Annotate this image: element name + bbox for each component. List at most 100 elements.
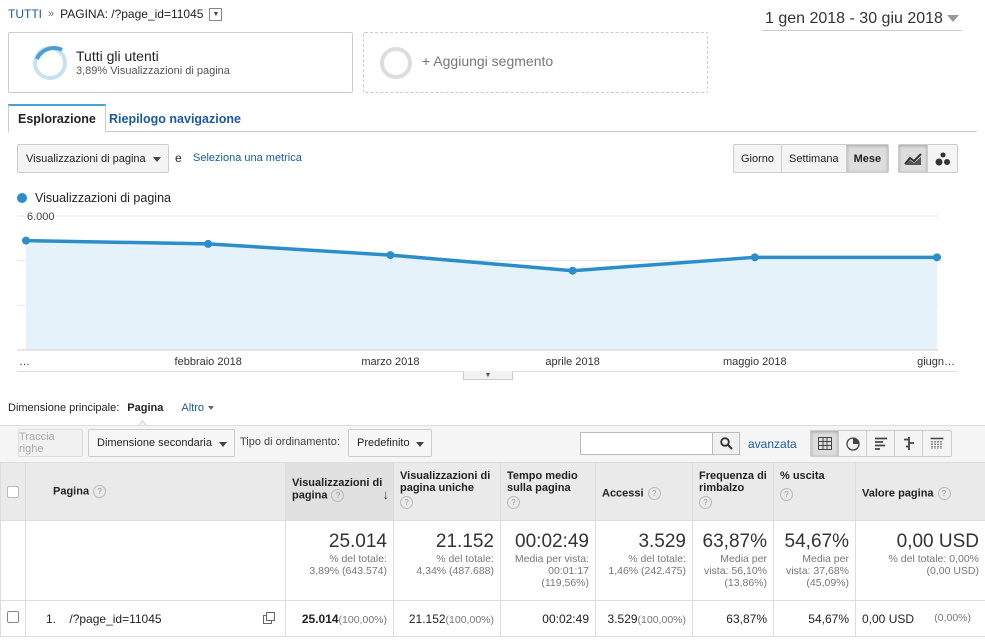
row-pageviews-value: 25.014	[301, 611, 339, 626]
row-checkbox[interactable]	[7, 611, 19, 623]
help-icon[interactable]: ?	[699, 496, 712, 509]
data-point	[750, 253, 759, 262]
row-pageviews: 25.014(100,00%)	[285, 600, 394, 637]
header-unique-pageviews[interactable]: Visualizzazioni di pagina uniche?	[393, 462, 501, 521]
caret-down-icon	[207, 406, 214, 411]
header-exit-rate[interactable]: % uscita?	[773, 462, 856, 521]
header-pageviews[interactable]: Visualizzazioni di pagina? ↓	[285, 462, 394, 521]
dimension-other-label: Altro	[181, 402, 204, 414]
pie-view-icon[interactable]	[839, 431, 867, 456]
select-all-cell	[0, 462, 26, 521]
header-page-label: Pagina	[53, 485, 90, 498]
breadcrumb-root-link[interactable]: TUTTI	[8, 7, 42, 21]
segment-all-users[interactable]: Tutti gli utenti 3,89% Visualizzazioni d…	[8, 32, 353, 93]
segment-ring-icon	[33, 46, 67, 80]
date-range-picker[interactable]: 1 gen 2018 - 30 giu 2018	[762, 7, 962, 31]
help-icon[interactable]: ?	[93, 485, 107, 498]
chart-resize-handle[interactable]: ▼	[463, 371, 513, 380]
breadcrumb-dropdown-icon[interactable]: ▼	[209, 7, 223, 21]
tab-esplorazione[interactable]: Esplorazione	[8, 104, 106, 133]
chart-legend: Visualizzazioni di pagina	[17, 191, 171, 205]
week-button[interactable]: Settimana	[782, 145, 847, 172]
select-all-checkbox[interactable]	[7, 486, 19, 498]
total-time: 00:02:49 Media per vista: 00:01:17 (119,…	[500, 520, 596, 601]
sort-desc-icon: ↓	[382, 487, 390, 502]
total-bounce: 63,87% Media per vista: 56,10% (13,86%)	[692, 520, 774, 601]
tab-riepilogo-navigazione[interactable]: Riepilogo navigazione	[109, 111, 241, 126]
total-bounce-sub3: (13,86%)	[724, 577, 767, 589]
select-metric-link[interactable]: Seleziona una metrica	[193, 152, 302, 164]
total-value-value: 0,00 USD	[896, 531, 979, 552]
legend-dot	[17, 193, 27, 203]
total-value-sub2: (0,00 USD)	[926, 565, 979, 577]
help-icon[interactable]: ?	[507, 496, 520, 509]
metric-select-value: Visualizzazioni di pagina	[26, 152, 146, 165]
row-page-cell: 1. /?page_id=11045	[25, 600, 286, 637]
dropdown-arrow-icon	[153, 157, 161, 162]
open-page-icon[interactable]	[263, 612, 275, 627]
advanced-filter-link[interactable]: avanzata	[748, 437, 797, 451]
series-area	[26, 240, 937, 350]
row-value: 0,00 USD (0,00%)	[855, 600, 985, 637]
chart-type-buttons	[898, 144, 958, 173]
performance-view-icon[interactable]	[867, 431, 895, 456]
help-icon[interactable]: ?	[780, 488, 793, 501]
comparison-view-icon[interactable]	[895, 431, 923, 456]
line-chart-icon[interactable]	[899, 145, 928, 172]
chevron-down-icon	[947, 15, 959, 22]
x-tick-label: maggio 2018	[723, 356, 787, 368]
row-pageviews-pct: (100,00%)	[338, 613, 387, 626]
secondary-dimension-label: Dimensione secondaria	[97, 437, 212, 449]
search-icon[interactable]	[712, 433, 739, 454]
total-unique-sub2: 4,34% (487.688)	[416, 565, 494, 577]
sort-type-label: Tipo di ordinamento:	[240, 436, 340, 448]
table-search	[580, 432, 740, 455]
breadcrumb-separator: »	[48, 8, 55, 20]
total-unique: 21.152 % del totale: 4,34% (487.688)	[393, 520, 501, 601]
pivot-view-icon[interactable]	[923, 431, 951, 456]
help-icon[interactable]: ?	[400, 496, 413, 509]
header-entrances-label: Accessi	[602, 487, 644, 500]
total-unique-value: 21.152	[435, 531, 494, 552]
header-pageviews-label: Visualizzazioni di pagina	[292, 477, 383, 502]
header-bounce-rate[interactable]: Frequenza di rimbalzo?	[692, 462, 774, 521]
breadcrumb: TUTTI » PAGINA: /?page_id=11045 ▼	[8, 7, 223, 21]
header-unique-label: Visualizzazioni di pagina uniche	[400, 470, 491, 494]
total-time-value: 00:02:49	[515, 531, 589, 552]
header-entrances[interactable]: Accessi?	[595, 462, 693, 521]
day-button[interactable]: Giorno	[734, 145, 783, 172]
data-table-icon[interactable]	[811, 431, 839, 456]
header-page: Pagina?	[25, 462, 286, 521]
add-segment-button[interactable]: + Aggiungi segmento	[363, 32, 708, 93]
dimension-pagina[interactable]: Pagina	[127, 402, 164, 414]
month-button[interactable]: Mese	[846, 145, 889, 172]
data-point	[568, 266, 577, 275]
table-row: 1. /?page_id=11045 25.014(100,00%) 21.15…	[0, 600, 985, 637]
total-bounce-sub1: Media per	[720, 553, 767, 565]
table-search-input[interactable]	[581, 433, 711, 454]
x-tick-label: giugn…	[917, 356, 955, 368]
header-page-value[interactable]: Valore pagina?	[855, 462, 985, 521]
row-page-link[interactable]: /?page_id=11045	[69, 611, 162, 626]
total-exit: 54,67% Media per vista: 37,68% (45,09%)	[773, 520, 856, 601]
total-pageviews-value: 25.014	[328, 531, 387, 552]
motion-chart-icon[interactable]	[928, 145, 957, 172]
secondary-dimension-select[interactable]: Dimensione secondaria	[88, 429, 235, 457]
header-exit-label: % uscita	[780, 470, 825, 482]
empty-segment-ring-icon	[380, 47, 412, 79]
total-bounce-sub2: vista: 56,10%	[703, 565, 767, 577]
row-value-value: 0,00 USD	[862, 611, 915, 626]
data-table: Pagina? Visualizzazioni di pagina? ↓ Vis…	[0, 462, 985, 637]
metric-select[interactable]: Visualizzazioni di pagina	[17, 144, 169, 173]
total-pageviews-sub1: % del totale:	[329, 553, 387, 565]
x-tick-label: aprile 2018	[545, 356, 599, 368]
help-icon[interactable]: ?	[937, 487, 951, 500]
plot-rows-button[interactable]: Traccia righe	[18, 429, 83, 457]
help-icon[interactable]: ?	[331, 489, 345, 502]
help-icon[interactable]: ?	[647, 487, 661, 500]
total-exit-sub2: vista: 37,68%	[785, 565, 849, 577]
segment-detail: 3,89% Visualizzazioni di pagina	[76, 65, 230, 77]
dimension-other-link[interactable]: Altro	[181, 402, 214, 414]
sort-type-select[interactable]: Predefinito	[348, 429, 432, 457]
header-avg-time[interactable]: Tempo medio sulla pagina?	[500, 462, 596, 521]
